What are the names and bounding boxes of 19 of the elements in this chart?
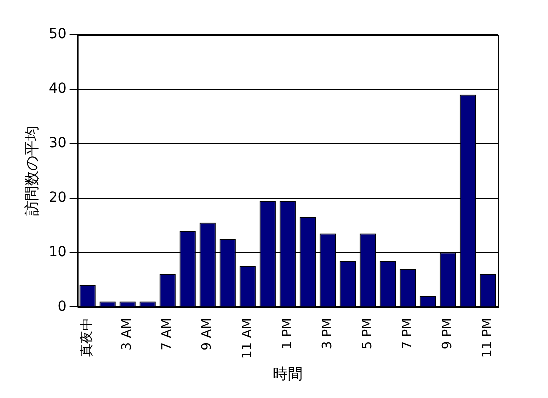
y-axis-title: 訪問数の平均 <box>22 126 41 216</box>
y-tick-label: 50 <box>48 26 67 43</box>
y-tick-label: 20 <box>48 190 67 206</box>
y-tick-label: 30 <box>48 136 67 152</box>
x-tick-label: 7 PM <box>400 318 416 350</box>
x-tick-label: 5 PM <box>360 318 376 350</box>
x-tick-label: 1 PM <box>280 318 296 350</box>
y-tick-label: 10 <box>48 244 67 260</box>
x-tick-label: 9 PM <box>440 318 456 350</box>
x-tick-label: 7 AM <box>160 318 176 351</box>
x-tick-label: 11 PM <box>480 318 496 358</box>
x-tick-label: 真夜中 <box>79 318 96 358</box>
x-axis-title: 時間 <box>272 364 303 383</box>
y-tick-label: 0 <box>58 298 67 315</box>
x-tick-label: 9 AM <box>200 318 216 351</box>
y-tick-label: 40 <box>48 81 67 98</box>
x-tick-label: 3 PM <box>320 318 336 350</box>
x-tick-label: 11 AM <box>240 318 256 360</box>
x-tick-label: 3 AM <box>120 318 136 351</box>
